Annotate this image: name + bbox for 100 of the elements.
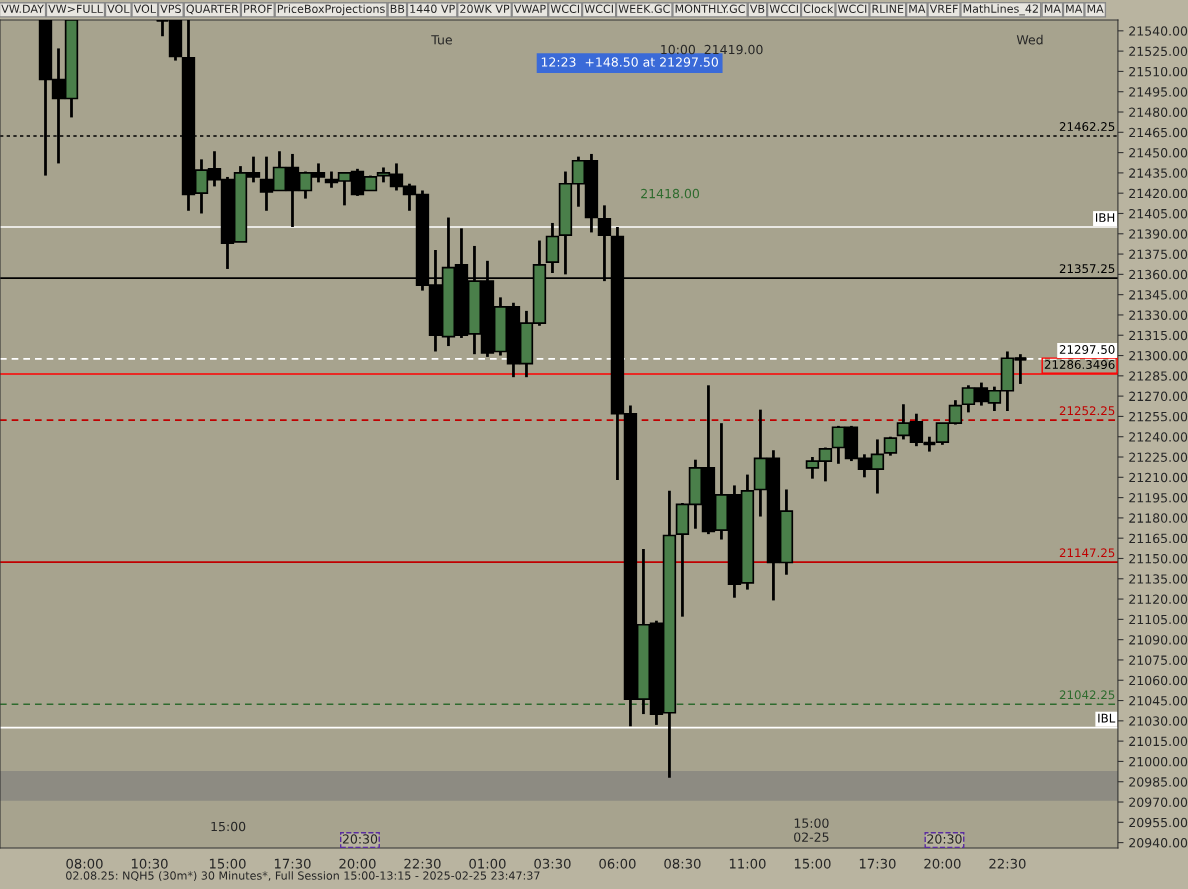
ref-line-label: IBH	[1096, 213, 1115, 222]
x-tick-label: 17:30	[859, 858, 896, 869]
x-tick-label: 22:30	[404, 858, 441, 869]
annotation: Tue	[431, 35, 452, 45]
text: PROF	[244, 4, 272, 13]
text: VOL	[107, 4, 130, 13]
text: MA	[1066, 4, 1083, 13]
y-tick-label: 21060.00	[1129, 675, 1188, 686]
y-tick-label: 21150.00	[1129, 553, 1188, 564]
y-tick-label: 21090.00	[1129, 635, 1188, 645]
y-tick-label: 21315.00	[1129, 330, 1188, 341]
x-tick-label: 01:00	[469, 858, 506, 869]
text: VOL	[133, 4, 156, 13]
text: 1440 VP	[410, 4, 455, 13]
x-tick-label: 15:00	[209, 858, 246, 869]
text: 20WK VP	[460, 4, 510, 13]
annotation: 10:00 21419.00	[661, 44, 763, 55]
text: QUARTER	[186, 4, 239, 15]
text: MA	[909, 4, 926, 13]
x-tick-label: 08:30	[664, 858, 701, 869]
x-tick-label: 20:00	[339, 858, 376, 869]
annotation: 20:30	[342, 834, 378, 844]
text: BB	[390, 4, 405, 13]
text: WCCI	[550, 4, 580, 13]
annotation: 15:00	[211, 821, 246, 832]
y-tick-label: 21420.00	[1129, 188, 1188, 199]
ref-line-label: 21462.25	[1059, 122, 1115, 132]
text: VB	[749, 4, 765, 13]
ref-line-label: 21042.25	[1059, 690, 1115, 700]
text: WCCI	[769, 4, 798, 13]
y-tick-label: 21240.00	[1129, 432, 1188, 442]
y-tick-label: 21390.00	[1129, 229, 1188, 239]
annotation: 12:23 +148.50 at 21297.50	[541, 57, 718, 67]
y-tick-label: 20955.00	[1129, 817, 1188, 828]
y-tick-label: 21435.00	[1129, 168, 1188, 178]
text: VW.DAY	[1, 4, 44, 13]
y-tick-label: 21105.00	[1129, 614, 1188, 625]
y-tick-label: 21180.00	[1129, 513, 1188, 523]
text: Clock	[803, 4, 834, 13]
y-tick-label: 20940.00	[1129, 838, 1188, 848]
y-tick-label: 21465.00	[1129, 127, 1188, 138]
y-tick-label: 21195.00	[1129, 493, 1188, 503]
x-tick-label: 17:30	[274, 858, 311, 869]
y-tick-label: 21525.00	[1129, 46, 1188, 57]
ref-line-label: 21297.50	[1059, 345, 1115, 354]
text: WCCI	[584, 4, 613, 13]
y-tick-label: 21255.00	[1129, 411, 1188, 422]
y-tick-label: 21270.00	[1129, 391, 1188, 402]
text: MathLines_42	[963, 4, 1038, 16]
y-tick-label: 21495.00	[1129, 87, 1188, 97]
annotation: 21418.00	[641, 188, 700, 199]
text: VREF	[929, 4, 958, 13]
y-tick-label: 21045.00	[1129, 696, 1188, 706]
x-tick-label: 06:00	[599, 858, 636, 869]
text: MA	[1087, 4, 1104, 13]
y-tick-label: 21510.00	[1129, 66, 1188, 77]
annotation: 20:30	[927, 834, 962, 844]
y-tick-label: 21165.00	[1129, 533, 1188, 544]
annotation: Wed	[1016, 34, 1043, 45]
y-tick-label: 20970.00	[1129, 797, 1188, 807]
y-tick-label: 21405.00	[1129, 208, 1188, 219]
x-tick-label: 10:30	[131, 858, 168, 869]
x-tick-label: 22:30	[989, 858, 1026, 869]
y-tick-label: 21540.00	[1129, 26, 1188, 36]
y-tick-label: 21285.00	[1129, 371, 1188, 381]
y-tick-label: 21450.00	[1129, 148, 1188, 158]
y-tick-label: 21375.00	[1129, 249, 1188, 259]
y-tick-label: 21345.00	[1129, 290, 1188, 300]
ref-line-label: IBL	[1098, 713, 1116, 723]
text: MONTHLY.GC	[675, 4, 745, 13]
text: VPS	[160, 4, 181, 13]
y-tick-label: 21300.00	[1129, 351, 1188, 361]
text: VW>FULL	[48, 4, 103, 13]
text: WCCI	[837, 4, 867, 13]
y-tick-label: 21210.00	[1129, 472, 1188, 483]
annotation: 15:00 02-25	[794, 818, 829, 842]
y-tick-label: 21015.00	[1129, 736, 1188, 747]
y-tick-label: 21225.00	[1129, 452, 1188, 462]
ref-line-label: 21147.25	[1059, 548, 1115, 558]
x-tick-label: 11:00	[729, 858, 766, 869]
y-tick-label: 20985.00	[1129, 777, 1188, 787]
y-tick-label: 21135.00	[1129, 574, 1188, 584]
ref-line-label: 21286.3496	[1044, 360, 1115, 370]
ref-line-label: 21252.25	[1059, 406, 1115, 416]
x-tick-label: 15:00	[794, 858, 831, 869]
ref-line-label: 21357.25	[1059, 264, 1115, 274]
text: PriceBoxProjections	[277, 4, 385, 16]
y-tick-label: 21030.00	[1129, 716, 1188, 726]
y-tick-label: 21120.00	[1129, 594, 1188, 604]
y-tick-label: 21075.00	[1129, 655, 1188, 665]
x-tick-label: 03:30	[534, 858, 571, 869]
text: RLINE	[872, 4, 904, 13]
text: 02.08.25: NQH5 (30m*) 30 Minutes*, Full Session 15:00-13:15 - 2025-02-25 23:47:37	[66, 871, 540, 882]
y-tick-label: 21480.00	[1129, 107, 1188, 117]
x-tick-label: 08:00	[66, 858, 103, 869]
text: MA	[1044, 4, 1061, 13]
y-tick-label: 21330.00	[1129, 310, 1188, 320]
y-tick-label: 21000.00	[1129, 756, 1188, 767]
text: VWAP	[513, 4, 546, 13]
y-tick-label: 21360.00	[1129, 269, 1188, 280]
